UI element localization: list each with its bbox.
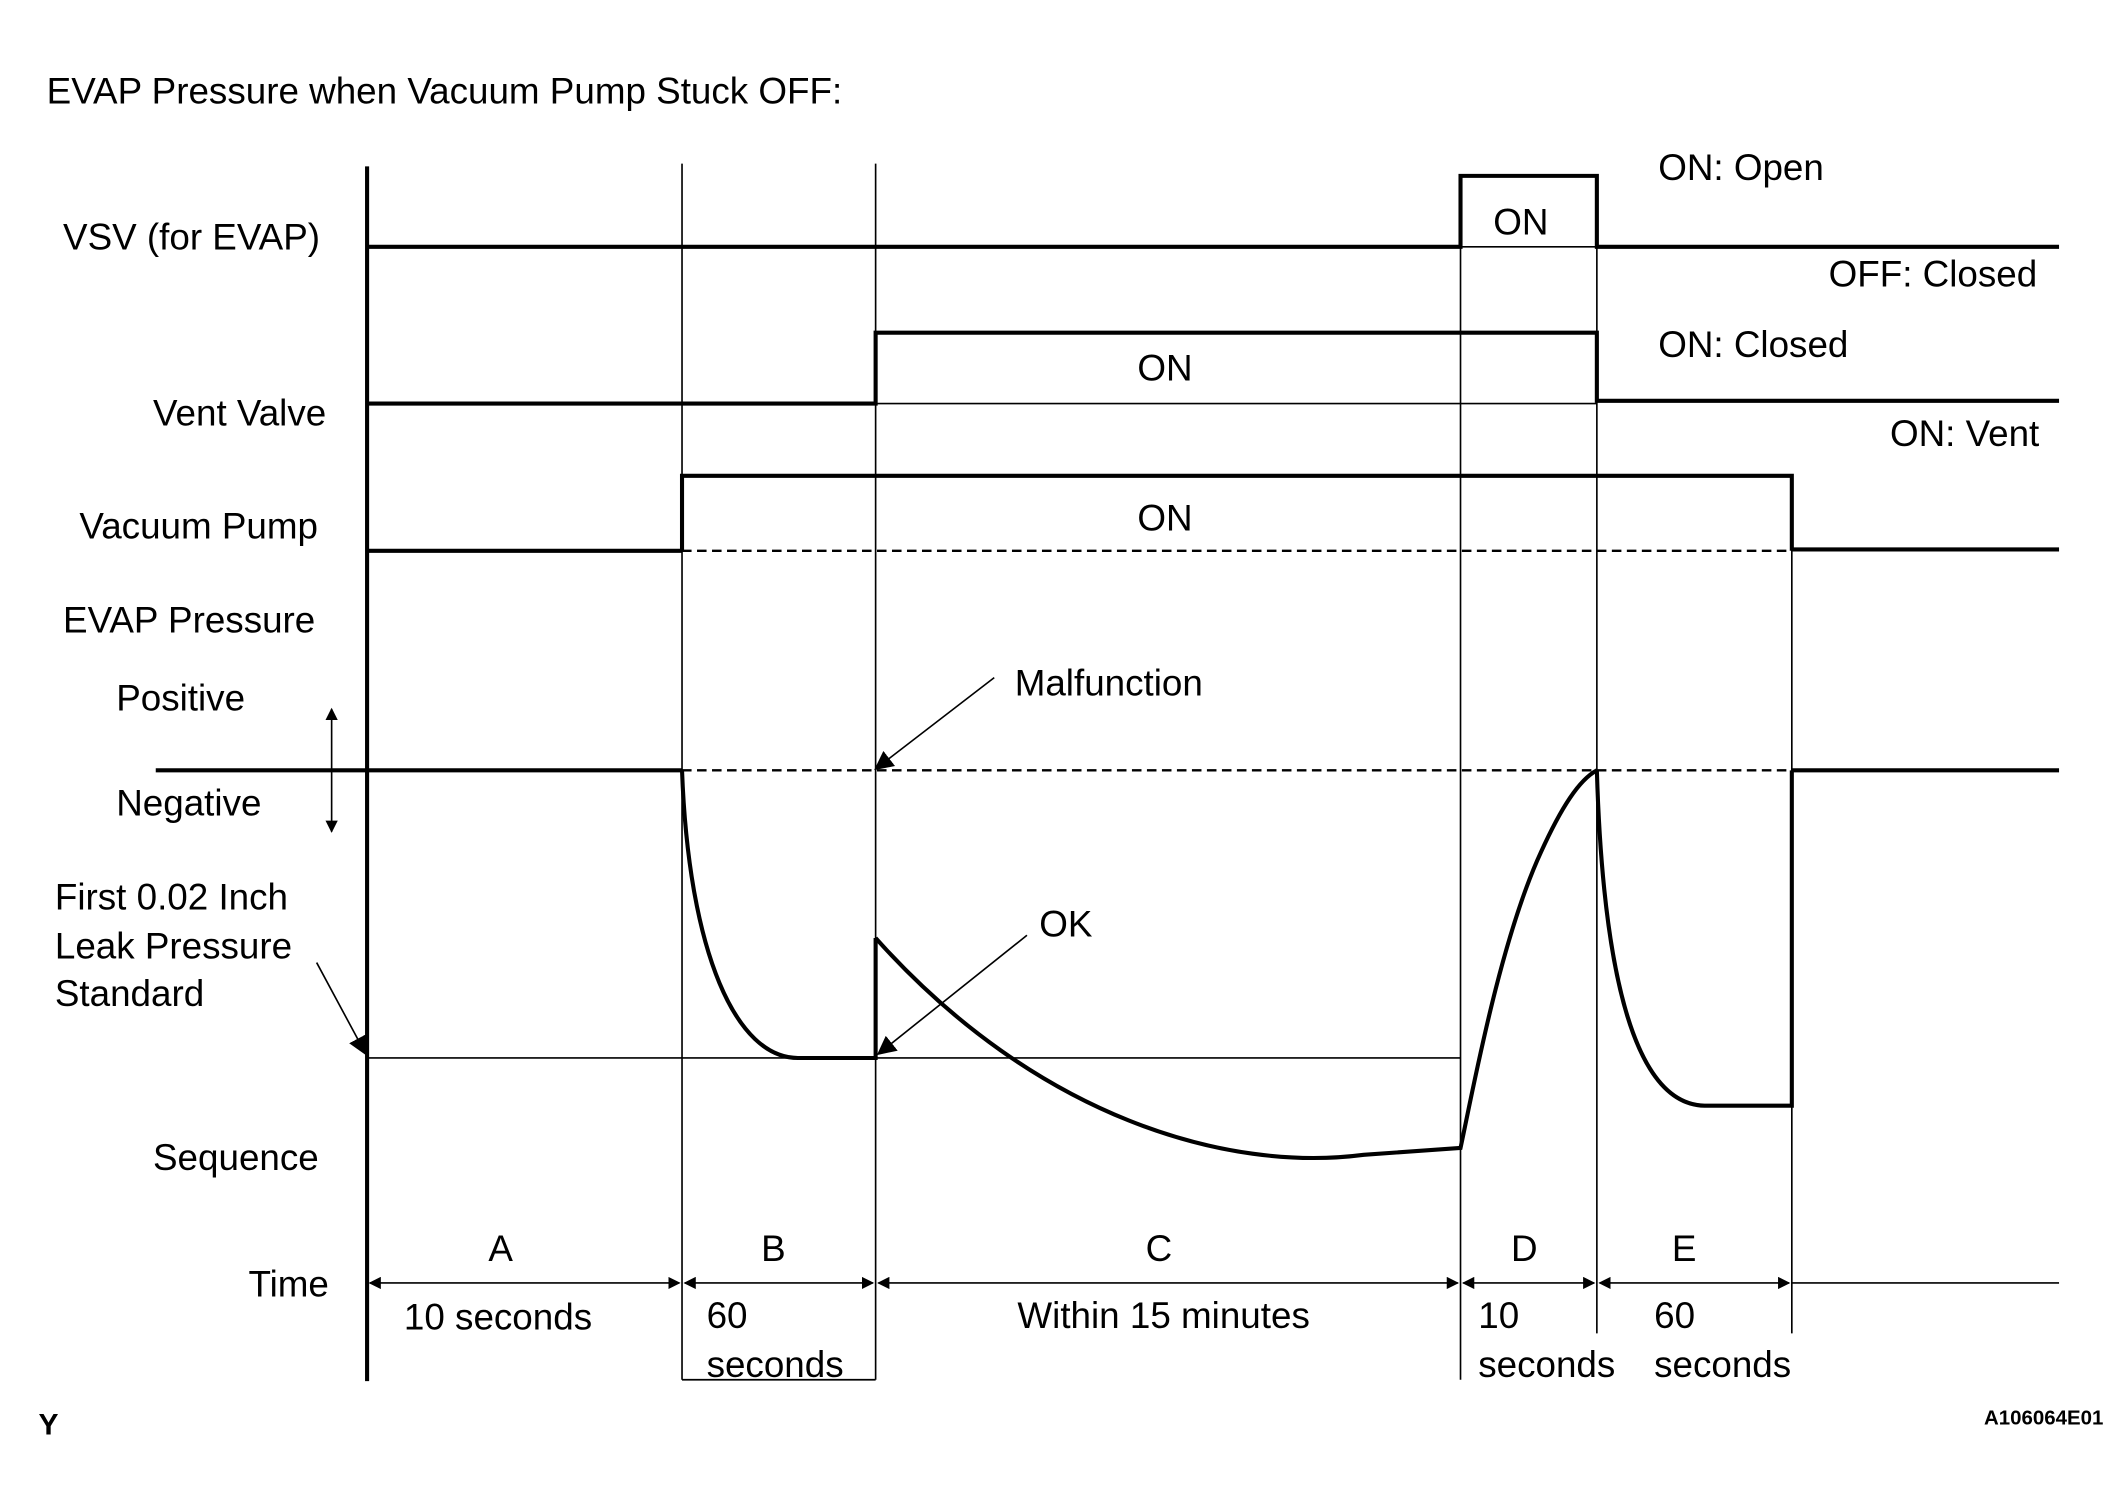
vent-on-label: ON (1137, 347, 1192, 388)
sequence-e: E (1672, 1228, 1697, 1269)
label-positive: Positive (116, 677, 245, 718)
corner-mark: Y (39, 1408, 59, 1441)
duration-a: 10 seconds (404, 1296, 592, 1337)
malfunction-arrow (874, 676, 995, 771)
pressure-curve-b (679, 770, 878, 1061)
sequence-b: B (761, 1228, 786, 1269)
label-vacuum-pump: Vacuum Pump (79, 506, 318, 547)
malfunction-label: Malfunction (1015, 662, 1203, 703)
label-time: Time (248, 1264, 328, 1305)
duration-b-line2: seconds (707, 1344, 844, 1385)
label-sequence: Sequence (153, 1137, 319, 1178)
duration-d-line2: seconds (1478, 1344, 1615, 1385)
duration-c: Within 15 minutes (1017, 1295, 1309, 1336)
vent-valve-waveform (367, 330, 2060, 406)
ok-label: OK (1039, 904, 1093, 945)
ok-arrow (876, 934, 1028, 1056)
label-vsv: VSV (for EVAP) (63, 217, 320, 258)
label-leak-standard-line3: Standard (55, 973, 204, 1014)
pump-on-pulse (679, 473, 1794, 551)
leak-standard-arrow (315, 962, 367, 1056)
sequence-c: C (1146, 1228, 1173, 1269)
sequence-a: A (488, 1228, 513, 1269)
diagram-title: EVAP Pressure when Vacuum Pump Stuck OFF… (47, 71, 843, 112)
vent-on-closed-label: ON: Closed (1658, 324, 1848, 365)
pressure-curve-c-d (874, 768, 1598, 1161)
duration-b-line1: 60 (707, 1295, 748, 1336)
sequence-d: D (1511, 1228, 1538, 1269)
vsv-off-closed-label: OFF: Closed (1829, 253, 2038, 294)
vsv-waveform (367, 173, 2060, 249)
pressure-curve-e (1594, 770, 1794, 1108)
vsv-on-label: ON (1493, 202, 1548, 243)
duration-e-line2: seconds (1654, 1344, 1791, 1385)
label-leak-standard-line1: First 0.02 Inch (55, 876, 288, 917)
pump-on-label: ON (1137, 497, 1192, 538)
duration-d-line1: 10 (1478, 1295, 1519, 1336)
label-vent-valve: Vent Valve (153, 392, 326, 433)
label-negative: Negative (116, 782, 261, 823)
figure-id: A106064E01 (1984, 1407, 2103, 1430)
vent-on-vent-label: ON: Vent (1890, 413, 2039, 454)
label-evap-pressure: EVAP Pressure (63, 600, 315, 641)
label-leak-standard-line2: Leak Pressure (55, 925, 292, 966)
vsv-on-open-label: ON: Open (1658, 147, 1824, 188)
duration-e-line1: 60 (1654, 1295, 1695, 1336)
